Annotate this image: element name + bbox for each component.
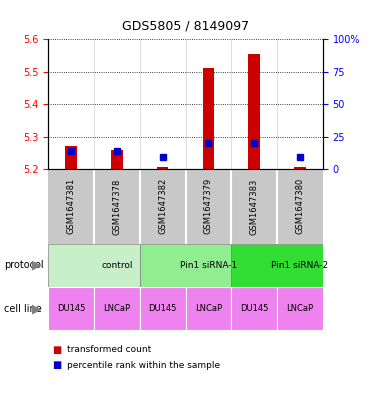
Text: GSM1647380: GSM1647380 [295,178,304,235]
Bar [277,287,323,330]
Bar [186,287,231,330]
Text: LNCaP: LNCaP [103,304,131,313]
Text: Pin1 siRNA-2: Pin1 siRNA-2 [271,261,328,270]
Text: GSM1647381: GSM1647381 [67,178,76,235]
Bar [94,287,140,330]
Text: ▶: ▶ [32,259,42,272]
Text: GSM1647379: GSM1647379 [204,178,213,235]
Bar [111,150,122,169]
Bar [157,167,168,169]
Bar [140,287,186,330]
Bar [203,68,214,169]
Bar [231,244,323,287]
Text: protocol: protocol [4,260,43,270]
Text: GSM1647383: GSM1647383 [250,178,259,235]
Text: cell line: cell line [4,303,42,314]
Bar [140,244,231,287]
Bar [48,287,94,330]
Text: DU145: DU145 [240,304,268,313]
Text: ■: ■ [52,360,61,371]
Text: Pin1 siRNA-1: Pin1 siRNA-1 [180,261,237,270]
Text: ■: ■ [52,345,61,355]
Text: control: control [101,261,132,270]
Bar [48,244,140,287]
Text: DU145: DU145 [148,304,177,313]
Text: DU145: DU145 [57,304,85,313]
Text: LNCaP: LNCaP [286,304,313,313]
Text: LNCaP: LNCaP [195,304,222,313]
Bar [249,54,260,169]
Text: GSM1647382: GSM1647382 [158,178,167,235]
Text: percentile rank within the sample: percentile rank within the sample [67,361,220,370]
Bar [231,287,277,330]
Bar [65,146,77,169]
Text: GDS5805 / 8149097: GDS5805 / 8149097 [122,20,249,33]
Bar [294,167,306,169]
Text: ▶: ▶ [32,302,42,315]
Text: GSM1647378: GSM1647378 [112,178,121,235]
Text: transformed count: transformed count [67,345,151,354]
